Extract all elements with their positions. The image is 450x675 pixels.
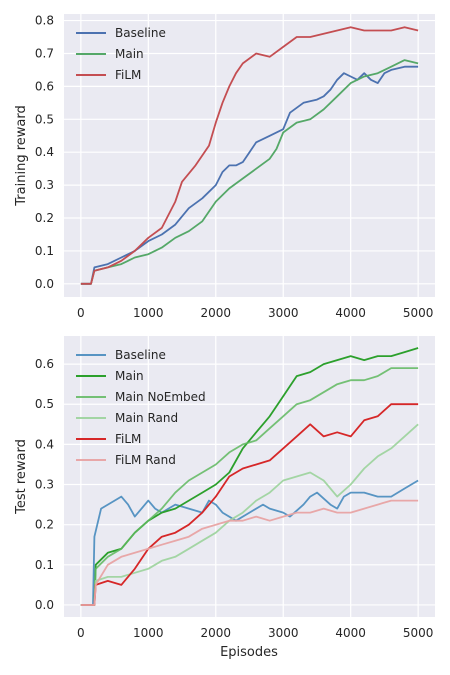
y-tick-label: 0.4 (35, 437, 54, 451)
series-line-main (80, 59, 419, 285)
legend-label-main: Main (115, 47, 144, 61)
y-tick-label: 0.5 (35, 112, 54, 126)
x-tick-label: 0 (77, 306, 85, 320)
x-tick-label: 2000 (200, 306, 231, 320)
plot-area (64, 14, 435, 297)
y-tick-label: 0.2 (35, 211, 54, 225)
y-tick-label: 0.3 (35, 178, 54, 192)
y-tick-label: 0.1 (35, 558, 54, 572)
series-line-film (80, 403, 419, 606)
training-reward-chart: 0 1000 2000 3000 4000 5000 0.0 0.1 0.2 0.3 0.4 0.5 0… (14, 14, 435, 320)
y-tick-label: 0.6 (35, 79, 54, 93)
x-tick-label: 4000 (335, 306, 366, 320)
y-tick-label: 0.1 (35, 244, 54, 258)
x-tick-label: 1000 (133, 306, 164, 320)
x-tick-label: 4000 (335, 626, 366, 640)
y-tick-label: 0.5 (35, 397, 54, 411)
y-tick-label: 0.3 (35, 478, 54, 492)
legend-label-film: FiLM (115, 68, 141, 82)
x-tick-label: 0 (77, 626, 85, 640)
x-tick-label: 1000 (133, 626, 164, 640)
legend-label-main: Main (115, 369, 144, 383)
x-tick-label: 5000 (403, 306, 434, 320)
legend-label-baseline: Baseline (115, 348, 166, 362)
y-tick-label: 0.2 (35, 518, 54, 532)
y-tick-label: 0.8 (35, 14, 54, 28)
x-tick-label: 5000 (403, 626, 434, 640)
y-tick-label: 0.0 (35, 598, 54, 612)
series-line-main-rand (80, 423, 419, 606)
y-axis-label: Training reward (14, 105, 29, 206)
legend-label-main-noembed: Main NoEmbed (115, 390, 206, 404)
legend-label-film: FiLM (115, 432, 141, 446)
plot-area (64, 336, 435, 617)
y-axis-label: Test reward (14, 439, 29, 515)
legend-label-baseline: Baseline (115, 26, 166, 40)
x-tick-label: 2000 (200, 626, 231, 640)
series-line-film-rand (80, 499, 419, 606)
y-tick-label: 0.7 (35, 46, 54, 60)
series-line-film (80, 26, 419, 285)
series-line-main-noembed (80, 367, 419, 606)
test-reward-chart: 0 1000 2000 3000 4000 5000 0.0 0.1 0.2 0.3 0.4 0.5 0… (14, 336, 435, 640)
y-tick-label: 0.0 (35, 277, 54, 291)
y-tick-label: 0.4 (35, 145, 54, 159)
legend-label-film-rand: FiLM Rand (115, 453, 176, 467)
x-tick-label: 3000 (268, 626, 299, 640)
y-tick-label: 0.6 (35, 357, 54, 371)
x-axis-label-episodes: Episodes (220, 645, 278, 660)
x-tick-label: 3000 (268, 306, 299, 320)
legend-label-main-rand: Main Rand (115, 411, 178, 425)
series-line-baseline (80, 65, 419, 285)
